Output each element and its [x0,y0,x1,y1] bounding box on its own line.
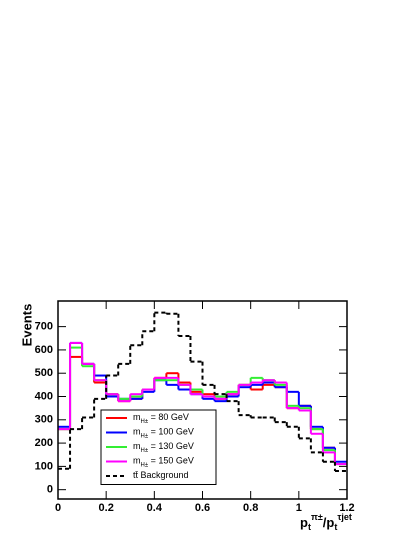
x-tick-label: 0.4 [147,502,163,514]
y-tick-label: 200 [35,437,53,449]
x-tick-label: 0 [55,502,61,514]
x-axis-label-part: p [300,515,308,530]
legend-label-part: H± [141,462,149,468]
legend-label-part: H± [141,419,149,425]
legend-label: mH± = 130 GeV [133,441,194,453]
y-axis-label: Events [19,304,34,347]
legend-label: mH± = 100 GeV [133,427,194,439]
x-axis-label-part: τjet [337,512,352,522]
legend-label: mH± = 80 GeV [133,412,189,424]
legend-label-part: m [133,456,141,466]
legend-label-part: m [133,441,141,451]
legend-label-part: = 130 GeV [148,441,194,451]
legend-label-part: m [133,427,141,437]
x-tick-label: 0.2 [99,502,114,514]
y-tick-label: 600 [35,344,53,356]
legend-label-part: m [133,412,141,422]
y-tick-label: 0 [47,484,53,496]
legend-label-part: = 100 GeV [148,427,194,437]
legend-label-part: = 80 GeV [148,412,189,422]
x-axis-label-part: t [334,522,337,532]
y-tick-label: 300 [35,414,53,426]
x-axis-label-part: /p [323,515,335,530]
legend-label: tt̄ Background [133,470,189,480]
legend-label-part: tt̄ Background [133,470,189,480]
x-tick-label: 1.2 [339,502,354,514]
legend-label-part: = 150 GeV [148,456,194,466]
x-tick-label: 0.6 [195,502,210,514]
legend-label: mH± = 150 GeV [133,456,194,468]
x-axis-label-part: t [308,522,311,532]
x-tick-label: 1 [296,502,302,514]
legend-label-part: H± [141,433,149,439]
y-tick-label: 500 [35,367,53,379]
legend-label-part: H± [141,448,149,454]
y-tick-label: 700 [35,321,53,333]
x-axis-label: ptπ±/ptτjet [300,512,352,532]
x-axis-label-part: π± [311,512,323,522]
y-tick-label: 100 [35,460,53,472]
y-tick-label: 400 [35,390,53,402]
x-tick-label: 0.8 [243,502,258,514]
